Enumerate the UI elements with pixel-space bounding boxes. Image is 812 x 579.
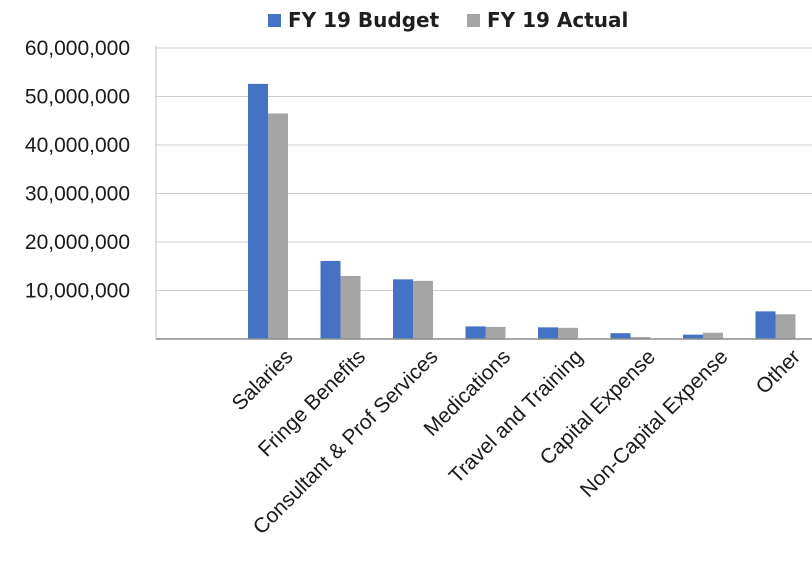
bar-actual-5	[630, 337, 651, 339]
bar-actual-2	[413, 280, 433, 339]
y-axis-ticks: 60,000,000 50,000,000 40,000,000 30,000,000…	[25, 37, 130, 303]
bar-budget-4	[538, 327, 558, 339]
x-category-label: Non-Capital Expense	[576, 345, 733, 502]
y-tick-label: 40,000,000	[25, 134, 130, 157]
bar-actual-3	[485, 326, 506, 339]
bar-budget-5	[610, 333, 631, 339]
x-category-label: Other	[752, 345, 805, 398]
y-tick-label: 50,000,000	[25, 86, 130, 109]
legend-label-actual: FY 19 Actual	[487, 8, 628, 32]
legend-label-budget: FY 19 Budget	[288, 8, 440, 32]
bar-budget-1	[320, 260, 341, 339]
y-tick-label: 10,000,000	[25, 280, 130, 303]
chart-bars	[248, 83, 796, 339]
bar-actual-6	[703, 332, 723, 339]
bar-actual-0	[268, 113, 288, 339]
x-category-label: Travel and Training	[445, 345, 588, 488]
legend-swatch-actual	[467, 14, 480, 27]
bar-budget-7	[755, 311, 776, 339]
chart-axes	[155, 46, 812, 340]
bar-budget-0	[248, 83, 268, 339]
bar-budget-2	[393, 279, 413, 339]
y-tick-label: 30,000,000	[25, 183, 130, 206]
bar-actual-7	[775, 314, 796, 339]
bar-budget-3	[465, 326, 486, 339]
chart-legend: FY 19 Budget FY 19 Actual	[268, 8, 628, 32]
legend-swatch-budget	[268, 14, 281, 27]
bar-actual-1	[340, 275, 361, 339]
x-category-label: Salaries	[228, 345, 298, 415]
y-tick-label: 60,000,000	[25, 37, 130, 60]
bar-budget-6	[683, 334, 703, 339]
y-tick-label: 20,000,000	[25, 231, 130, 254]
bar-actual-4	[558, 327, 578, 339]
